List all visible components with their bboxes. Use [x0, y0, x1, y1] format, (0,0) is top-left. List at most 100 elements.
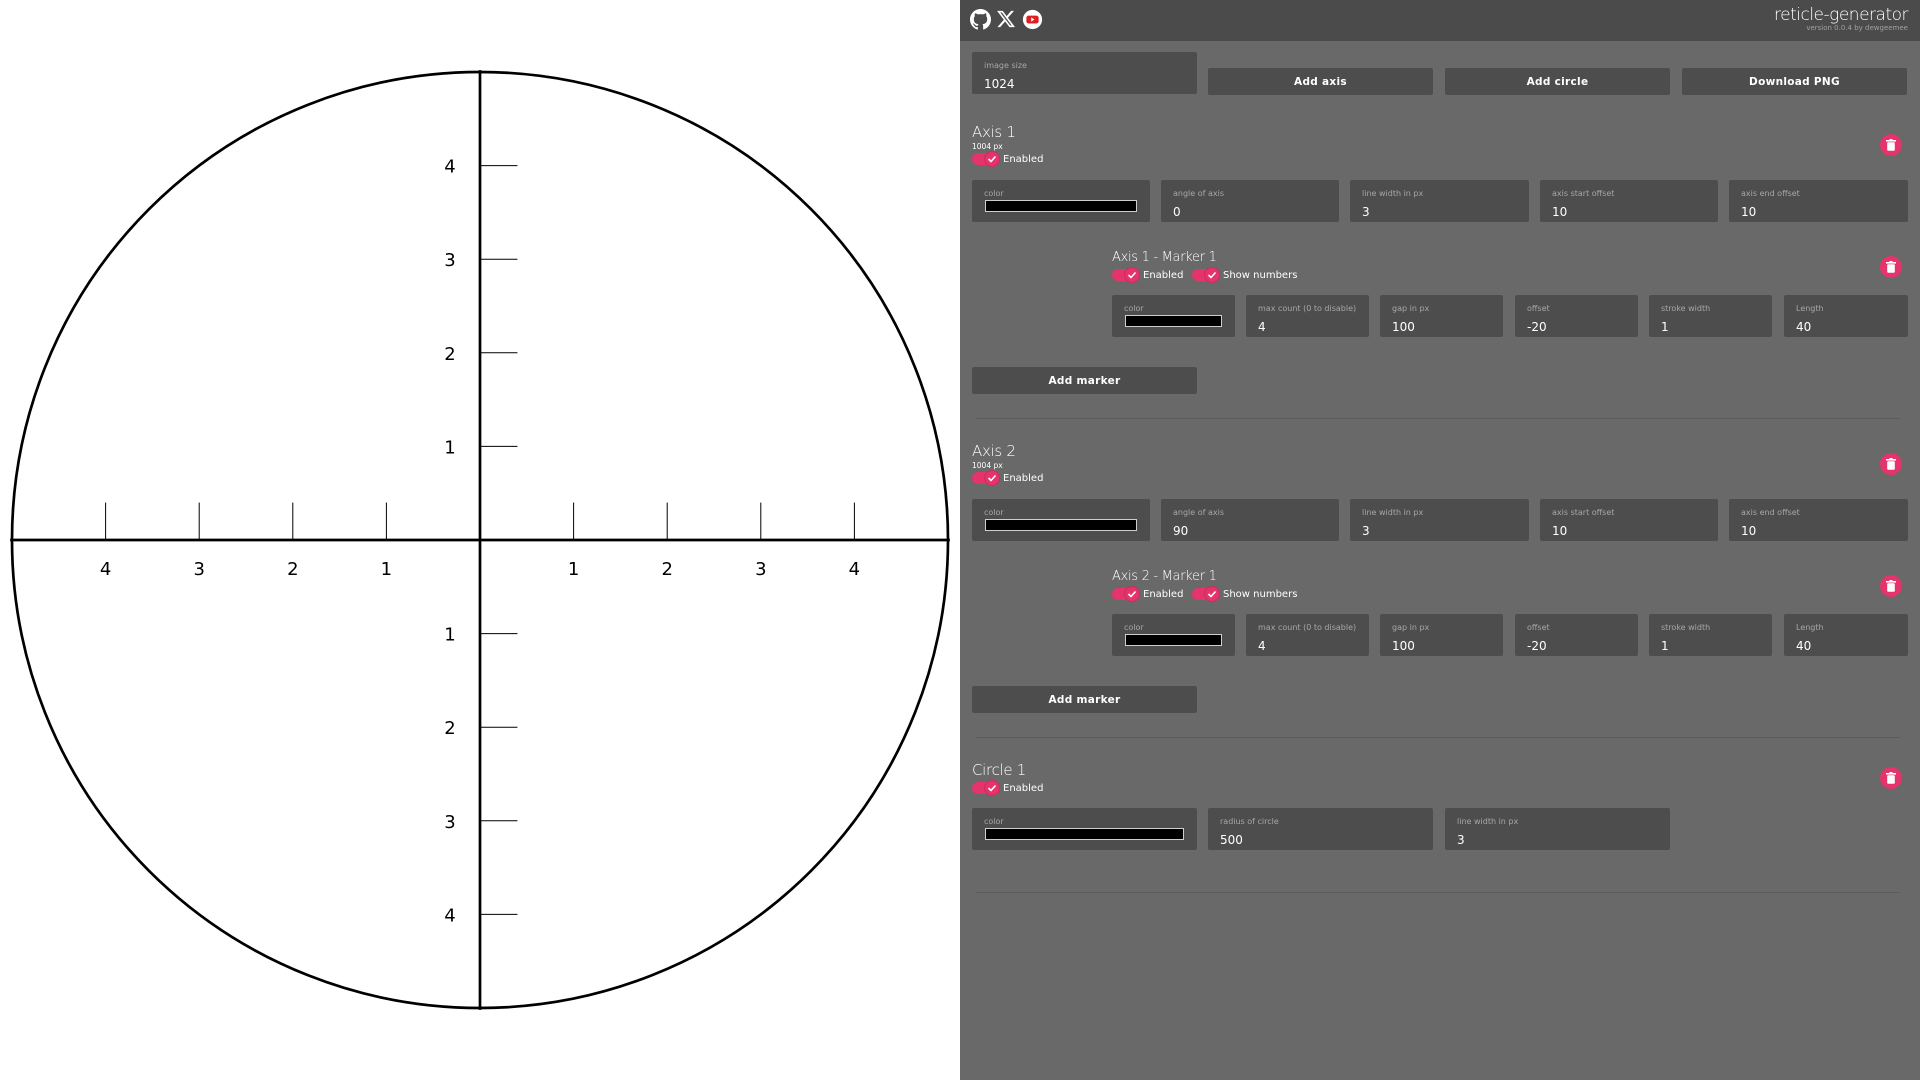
- line-width-label: line width in px: [1457, 817, 1519, 826]
- color-label: color: [984, 189, 1004, 198]
- end-offset-input[interactable]: [1741, 524, 1885, 538]
- axis-1-marker-stroke-field[interactable]: stroke width: [1649, 295, 1772, 337]
- axis-1-start-offset-field[interactable]: axis start offset: [1540, 180, 1718, 222]
- axis-2-marker-stroke-field[interactable]: stroke width: [1649, 614, 1772, 656]
- circle-1-radius-field[interactable]: radius of circle: [1208, 808, 1433, 850]
- offset-input[interactable]: [1527, 320, 1626, 334]
- color-swatch[interactable]: [1125, 634, 1222, 646]
- trash-icon: [1886, 458, 1896, 470]
- max-count-label: max count (0 to disable): [1258, 304, 1357, 313]
- color-swatch[interactable]: [985, 828, 1184, 840]
- x-icon[interactable]: [996, 9, 1018, 31]
- end-offset-label: axis end offset: [1741, 189, 1800, 198]
- youtube-icon[interactable]: [1022, 9, 1044, 31]
- axis-1-marker-enabled-toggle[interactable]: Enabled: [1112, 268, 1183, 282]
- v-marker-number: 4: [444, 905, 455, 926]
- circle-1-delete-button[interactable]: [1880, 767, 1902, 789]
- circle-1-color-field[interactable]: color: [972, 808, 1197, 850]
- trash-icon: [1886, 261, 1896, 273]
- max-count-input[interactable]: [1258, 320, 1357, 334]
- color-swatch[interactable]: [985, 200, 1137, 212]
- length-input[interactable]: [1796, 639, 1896, 653]
- toggle-switch[interactable]: [1192, 587, 1219, 601]
- download-png-button[interactable]: Download PNG: [1682, 68, 1907, 95]
- toggle-switch[interactable]: [1112, 268, 1139, 282]
- image-size-field[interactable]: image size: [972, 52, 1197, 94]
- axis-1-delete-button[interactable]: [1880, 134, 1902, 156]
- line-width-input[interactable]: [1362, 205, 1506, 219]
- axis-1-add-marker-button[interactable]: Add marker: [972, 367, 1197, 394]
- axis-2-delete-button[interactable]: [1880, 453, 1902, 475]
- axis-2-marker-enabled-toggle[interactable]: Enabled: [1112, 587, 1183, 601]
- axis-1-angle-field[interactable]: angle of axis: [1161, 180, 1339, 222]
- axis-1-marker-show-numbers-toggle[interactable]: Show numbers: [1192, 268, 1297, 282]
- axis-2-marker-show-numbers-toggle[interactable]: Show numbers: [1192, 587, 1297, 601]
- stroke-input[interactable]: [1661, 320, 1760, 334]
- max-count-label: max count (0 to disable): [1258, 623, 1357, 632]
- line-width-input[interactable]: [1457, 833, 1637, 847]
- axis-2-angle-field[interactable]: angle of axis: [1161, 499, 1339, 541]
- gap-input[interactable]: [1392, 639, 1491, 653]
- check-icon: [1127, 590, 1137, 598]
- axis-1-title: Axis 1: [972, 123, 1016, 141]
- offset-input[interactable]: [1527, 639, 1626, 653]
- axis-2-enabled-toggle[interactable]: Enabled: [972, 471, 1043, 485]
- circle-1-line-width-field[interactable]: line width in px: [1445, 808, 1670, 850]
- color-label: color: [1124, 623, 1144, 632]
- add-axis-button[interactable]: Add axis: [1208, 68, 1433, 95]
- toggle-switch[interactable]: [972, 781, 999, 795]
- axis-1-marker-color-field[interactable]: color: [1112, 295, 1235, 337]
- axis-1-marker-max-count-field[interactable]: max count (0 to disable): [1246, 295, 1369, 337]
- axis-2-marker-gap-field[interactable]: gap in px: [1380, 614, 1503, 656]
- angle-input[interactable]: [1173, 524, 1316, 538]
- check-icon: [1207, 590, 1217, 598]
- axis-1-marker-offset-field[interactable]: offset: [1515, 295, 1638, 337]
- axis-2-marker-color-field[interactable]: color: [1112, 614, 1235, 656]
- end-offset-input[interactable]: [1741, 205, 1885, 219]
- toggle-switch[interactable]: [1192, 268, 1219, 282]
- v-marker-number: 3: [444, 812, 455, 833]
- toggle-switch[interactable]: [972, 471, 999, 485]
- brand-version: version 0.0.4 by dewgeemee: [1806, 24, 1908, 32]
- axis-2-marker-1-delete-button[interactable]: [1880, 575, 1902, 597]
- stroke-input[interactable]: [1661, 639, 1760, 653]
- line-width-input[interactable]: [1362, 524, 1506, 538]
- axis-1-marker-length-field[interactable]: Length: [1784, 295, 1908, 337]
- axis-2-add-marker-button[interactable]: Add marker: [972, 686, 1197, 713]
- divider: [976, 418, 1900, 419]
- image-size-input[interactable]: [984, 77, 1164, 91]
- max-count-input[interactable]: [1258, 639, 1357, 653]
- axis-2-marker-max-count-field[interactable]: max count (0 to disable): [1246, 614, 1369, 656]
- radius-input[interactable]: [1220, 833, 1400, 847]
- start-offset-label: axis start offset: [1552, 189, 1615, 198]
- length-input[interactable]: [1796, 320, 1896, 334]
- axis-1-marker-gap-field[interactable]: gap in px: [1380, 295, 1503, 337]
- gap-input[interactable]: [1392, 320, 1491, 334]
- axis-2-marker-length-field[interactable]: Length: [1784, 614, 1908, 656]
- axis-1-marker-1-title: Axis 1 - Marker 1: [1112, 250, 1217, 265]
- github-icon[interactable]: [970, 9, 992, 31]
- axis-1-color-field[interactable]: color: [972, 180, 1150, 222]
- axis-2-start-offset-field[interactable]: axis start offset: [1540, 499, 1718, 541]
- axis-2-marker-offset-field[interactable]: offset: [1515, 614, 1638, 656]
- start-offset-input[interactable]: [1552, 524, 1695, 538]
- axis-2-line-width-field[interactable]: line width in px: [1350, 499, 1529, 541]
- top-bar: reticle-generator version 0.0.4 by dewge…: [960, 0, 1920, 41]
- axis-1-marker-1-delete-button[interactable]: [1880, 256, 1902, 278]
- color-swatch[interactable]: [985, 519, 1137, 531]
- axis-2-end-offset-field[interactable]: axis end offset: [1729, 499, 1908, 541]
- axis-1-enabled-toggle[interactable]: Enabled: [972, 152, 1043, 166]
- axis-1-end-offset-field[interactable]: axis end offset: [1729, 180, 1908, 222]
- toggle-switch[interactable]: [1112, 587, 1139, 601]
- axis-1-line-width-field[interactable]: line width in px: [1350, 180, 1529, 222]
- start-offset-input[interactable]: [1552, 205, 1695, 219]
- add-circle-button[interactable]: Add circle: [1445, 68, 1670, 95]
- color-swatch[interactable]: [1125, 315, 1222, 327]
- axis-2-color-field[interactable]: color: [972, 499, 1150, 541]
- angle-input[interactable]: [1173, 205, 1316, 219]
- trash-icon: [1886, 580, 1896, 592]
- line-width-label: line width in px: [1362, 189, 1424, 198]
- check-icon: [987, 474, 997, 482]
- toggle-switch[interactable]: [972, 152, 999, 166]
- circle-1-enabled-toggle[interactable]: Enabled: [972, 781, 1043, 795]
